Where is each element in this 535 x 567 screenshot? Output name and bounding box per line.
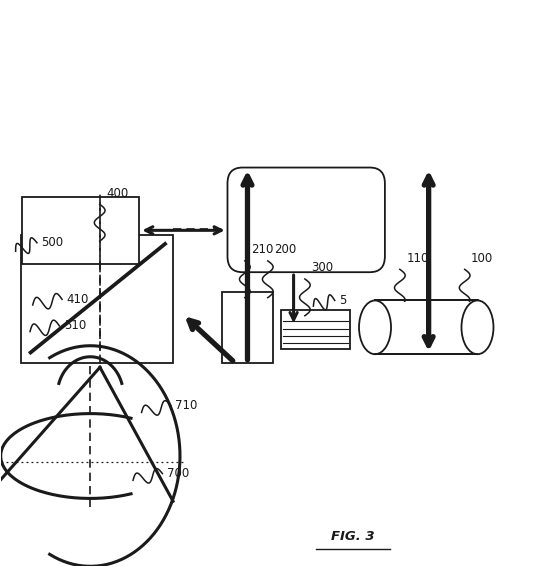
Text: 210: 210 bbox=[251, 243, 273, 256]
Text: 100: 100 bbox=[471, 252, 493, 265]
FancyBboxPatch shape bbox=[227, 168, 385, 272]
Bar bbox=[222, 292, 273, 363]
Bar bbox=[21, 235, 173, 363]
Bar bbox=[22, 197, 140, 264]
Text: 5: 5 bbox=[339, 294, 346, 307]
Text: 400: 400 bbox=[106, 187, 128, 200]
Ellipse shape bbox=[462, 301, 493, 354]
Bar bbox=[281, 310, 350, 349]
Bar bbox=[374, 301, 478, 354]
Text: 710: 710 bbox=[175, 399, 197, 412]
Text: 510: 510 bbox=[64, 319, 86, 332]
Bar bbox=[375, 302, 477, 353]
Text: 700: 700 bbox=[166, 467, 189, 480]
Text: 500: 500 bbox=[41, 236, 63, 249]
Text: 410: 410 bbox=[66, 293, 89, 306]
Text: FIG. 3: FIG. 3 bbox=[331, 530, 374, 543]
Text: 200: 200 bbox=[274, 243, 296, 256]
Text: 300: 300 bbox=[311, 261, 333, 274]
Text: 110: 110 bbox=[406, 252, 429, 265]
Ellipse shape bbox=[359, 301, 391, 354]
